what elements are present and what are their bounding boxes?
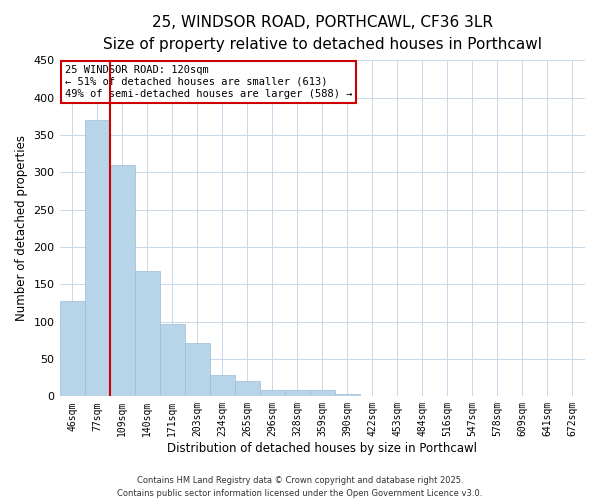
Bar	[310, 390, 335, 396]
Y-axis label: Number of detached properties: Number of detached properties	[15, 136, 28, 322]
Bar	[85, 120, 110, 396]
Bar	[335, 394, 360, 396]
Bar	[260, 390, 285, 396]
X-axis label: Distribution of detached houses by size in Porthcawl: Distribution of detached houses by size …	[167, 442, 477, 455]
Bar	[59, 301, 85, 396]
Bar	[134, 271, 160, 396]
Bar	[285, 390, 310, 396]
Bar	[185, 344, 209, 396]
Bar	[160, 324, 185, 396]
Bar	[209, 374, 235, 396]
Text: 25 WINDSOR ROAD: 120sqm
← 51% of detached houses are smaller (613)
49% of semi-d: 25 WINDSOR ROAD: 120sqm ← 51% of detache…	[65, 66, 352, 98]
Bar	[110, 165, 134, 396]
Text: Contains HM Land Registry data © Crown copyright and database right 2025.
Contai: Contains HM Land Registry data © Crown c…	[118, 476, 482, 498]
Title: 25, WINDSOR ROAD, PORTHCAWL, CF36 3LR
Size of property relative to detached hous: 25, WINDSOR ROAD, PORTHCAWL, CF36 3LR Si…	[103, 15, 542, 52]
Bar	[235, 382, 260, 396]
